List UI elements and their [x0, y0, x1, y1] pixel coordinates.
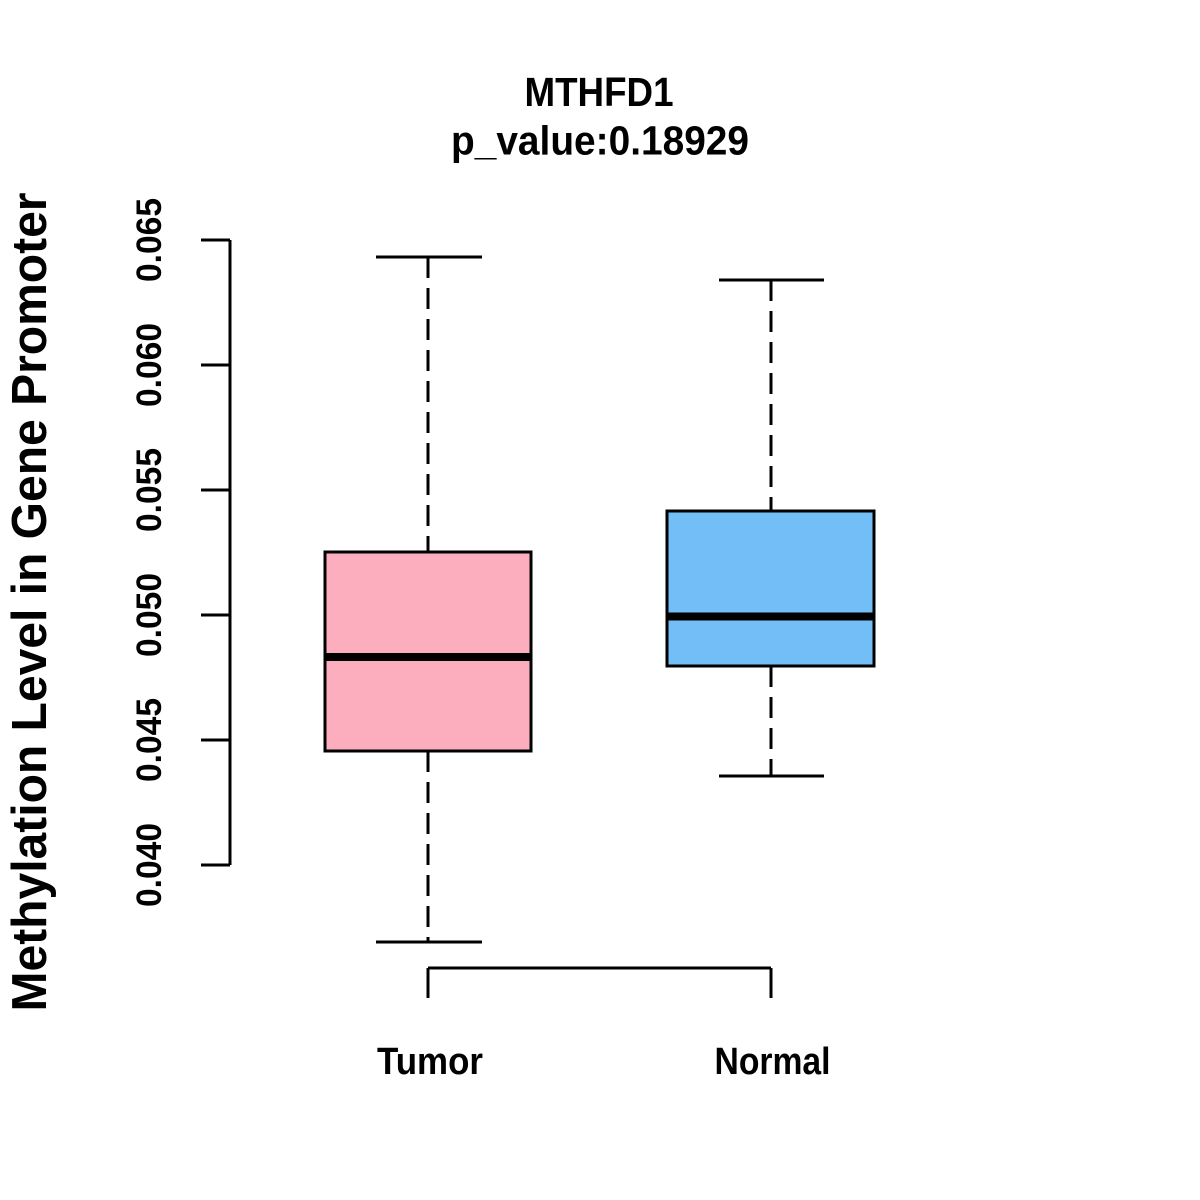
svg-text:Normal: Normal — [715, 1041, 831, 1083]
svg-text:0.065: 0.065 — [130, 198, 169, 282]
svg-text:p_value:0.18929: p_value:0.18929 — [451, 118, 749, 164]
svg-text:0.045: 0.045 — [130, 698, 169, 782]
svg-text:0.055: 0.055 — [130, 448, 169, 532]
svg-text:0.060: 0.060 — [130, 323, 169, 407]
svg-text:Tumor: Tumor — [377, 1041, 483, 1083]
svg-text:MTHFD1: MTHFD1 — [525, 69, 674, 115]
svg-text:Methylation Level in Gene Prom: Methylation Level in Gene Promoter — [3, 193, 57, 1012]
svg-text:0.050: 0.050 — [130, 573, 169, 657]
svg-text:0.040: 0.040 — [130, 823, 169, 907]
